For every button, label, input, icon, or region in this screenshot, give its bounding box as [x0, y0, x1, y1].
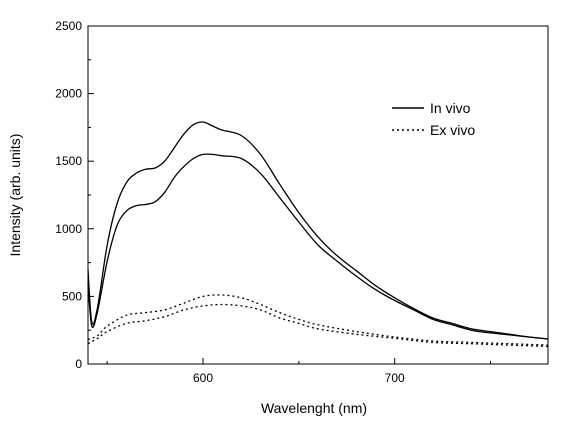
plot-frame: [87, 25, 549, 365]
legend: In vivo Ex vivo: [392, 100, 475, 138]
series-layer: [87, 121, 549, 348]
y-tick-label: 1000: [55, 222, 82, 236]
series-line-in-vivo-2: [87, 153, 549, 340]
y-axis-label: Intensity (arb. units): [7, 134, 23, 257]
x-axis-label: Wavelenght (nm): [261, 400, 367, 416]
x-tick-label: 700: [385, 371, 405, 385]
plot-area: [87, 25, 549, 365]
y-tick-label: 2000: [55, 87, 82, 101]
series-line-ex-vivo-3: [87, 294, 549, 346]
y-tick-label: 2500: [55, 19, 82, 33]
legend-label-in-vivo: In vivo: [430, 100, 471, 116]
series-line-in-vivo-1: [87, 121, 549, 340]
legend-label-ex-vivo: Ex vivo: [430, 122, 475, 138]
series-line-ex-vivo-4: [87, 303, 549, 348]
y-tick-label: 0: [75, 357, 82, 371]
y-tick-label: 1500: [55, 154, 82, 168]
x-tick-label: 600: [193, 371, 213, 385]
y-tick-label: 500: [62, 289, 82, 303]
axes: 0 500 1000 1500 2000 2500 600 700: [55, 19, 491, 385]
